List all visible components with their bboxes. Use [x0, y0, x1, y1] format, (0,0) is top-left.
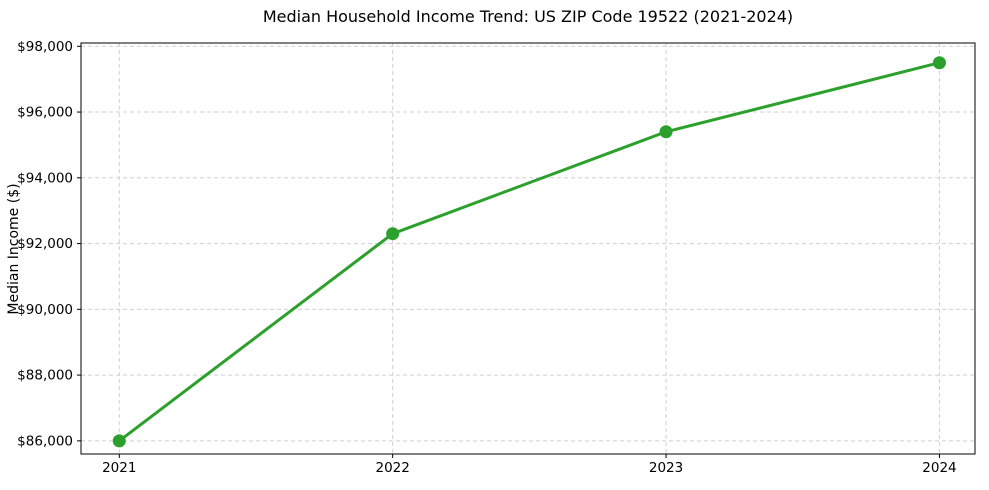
x-tick-label: 2022 [375, 460, 409, 476]
data-point-2021 [112, 434, 126, 448]
y-tick-label: $88,000 [17, 368, 73, 384]
data-point-2022 [386, 227, 400, 241]
x-tick-label: 2024 [922, 460, 956, 476]
y-tick-label: $96,000 [17, 105, 73, 121]
data-line [117, 61, 941, 443]
y-tick-label: $86,000 [17, 433, 73, 449]
y-tick-label: $98,000 [17, 39, 73, 55]
plot-border [80, 42, 976, 455]
x-tick-label: 2023 [649, 460, 683, 476]
data-point-2024 [932, 56, 946, 70]
y-tick-label: $90,000 [17, 302, 73, 318]
chart-title: Median Household Income Trend: US ZIP Co… [262, 7, 794, 26]
y-tick-label: $94,000 [17, 170, 73, 186]
y-tick-label: $92,000 [17, 236, 73, 252]
data-point-2023 [659, 125, 673, 139]
x-tick-label: 2021 [102, 460, 136, 476]
